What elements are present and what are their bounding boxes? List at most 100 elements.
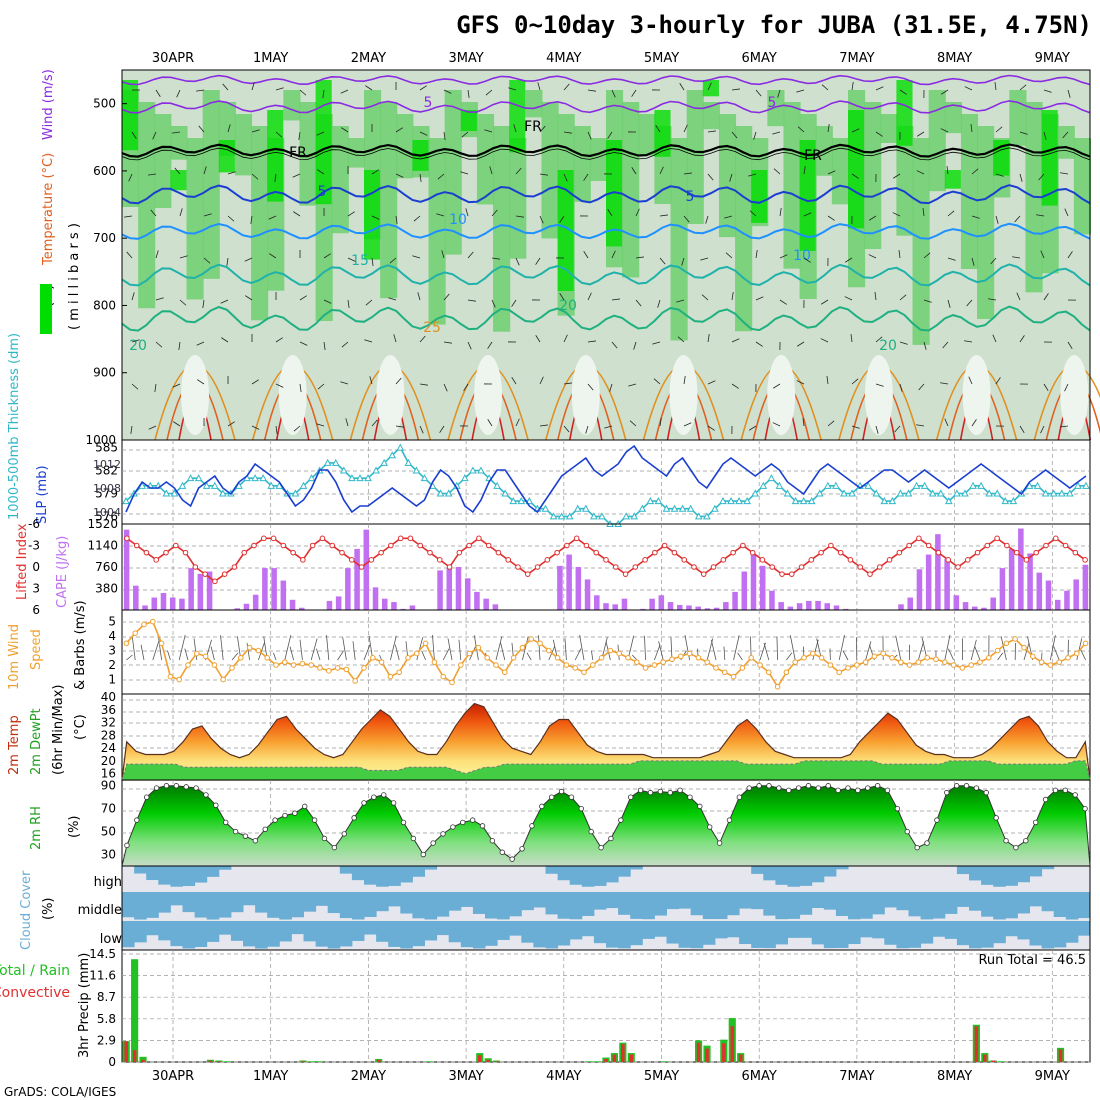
cloud-bar	[787, 921, 801, 938]
lifted-index-line-marker	[886, 557, 893, 563]
lifted-index-line-marker	[622, 571, 629, 577]
wind-barb	[250, 215, 253, 224]
wind-barb-10m	[469, 646, 476, 661]
cape-bar	[741, 571, 748, 610]
wind-barb-10m	[458, 639, 462, 661]
x-tick-label: 30APR	[152, 1069, 194, 1084]
rh-high-band	[896, 80, 913, 146]
lifted-index-line-marker	[143, 549, 150, 556]
wind-barb	[898, 250, 901, 259]
cloud-bar	[751, 892, 764, 910]
wind-speed-line-marker	[422, 640, 429, 647]
precip-conv-bar	[730, 1026, 735, 1062]
cape-bar	[280, 580, 287, 610]
wind-barb	[371, 215, 380, 220]
cloud-bar	[218, 892, 232, 918]
cloud-bar	[122, 892, 135, 918]
cape-bar	[1036, 572, 1043, 610]
wind-barb	[1012, 256, 1021, 259]
y-tick-label: 4	[108, 629, 116, 643]
cape-bar	[658, 595, 665, 610]
rh-marker	[914, 844, 920, 851]
precip-unit-label: 3hr Precip (mm)	[77, 953, 92, 1058]
wind-barb	[797, 126, 805, 133]
cape-bar	[962, 602, 969, 610]
lifted-index-line-marker	[876, 564, 883, 570]
rh-mid-band	[202, 90, 220, 279]
wind-barb	[802, 418, 805, 427]
dry-pocket	[376, 355, 405, 435]
cloud-bar	[206, 921, 220, 942]
rh-marker	[1082, 805, 1088, 812]
wind-barb	[611, 298, 620, 301]
cape-label: CAPE (J/kg)	[55, 536, 70, 608]
thickness-line-marker	[590, 512, 598, 520]
cloud-bar	[230, 921, 244, 941]
cloud-bar	[1041, 921, 1055, 949]
wind-barb	[995, 215, 999, 224]
rh-marker	[726, 817, 733, 823]
precip-conv-bar	[629, 1054, 634, 1062]
dry-pocket	[669, 355, 698, 435]
cloud-bar	[993, 866, 1006, 887]
wind-barb-10m	[733, 635, 740, 661]
rh-mid-band	[718, 114, 737, 238]
wind-barb	[419, 335, 426, 343]
cape-bar	[271, 568, 277, 610]
wind-barb-10m	[670, 637, 673, 661]
wind-barb	[844, 296, 853, 301]
cloud-bar	[243, 921, 256, 947]
wind-barb	[748, 425, 757, 431]
lifted-index-line-marker	[759, 557, 766, 563]
temp-unit-label: (°C)	[73, 714, 88, 740]
lifted-index-line-marker	[505, 557, 512, 563]
cloud-bar	[412, 866, 425, 877]
wind-barb	[631, 89, 637, 97]
cape-bar	[400, 608, 406, 610]
cloud-bar	[545, 892, 559, 915]
wind-speed-line-marker	[871, 653, 878, 660]
wind-speed-line-marker	[334, 665, 341, 671]
wind-barb	[441, 250, 445, 259]
rh-marker	[302, 803, 308, 810]
rh-mid-band	[509, 138, 527, 259]
wind-speed-line-marker	[563, 662, 570, 668]
wind-speed-line-marker	[651, 662, 658, 668]
cape-bar	[723, 602, 729, 610]
wind-barb	[419, 173, 422, 182]
wind-barb-10m	[838, 634, 845, 661]
cloud-bar	[351, 866, 365, 881]
y-tick-label-right: 1520	[87, 517, 118, 531]
thickness-line-marker	[823, 481, 832, 489]
wind-barb	[635, 256, 644, 259]
wind-barb	[1019, 131, 1028, 135]
thickness-line-marker	[630, 512, 639, 520]
y-tick-label: 1000	[85, 433, 116, 447]
lifted-index-line-marker	[994, 535, 1000, 542]
cloud-row-label: middle	[78, 903, 122, 918]
thickness-line-marker	[339, 466, 348, 474]
wind-barb-10m	[326, 634, 330, 661]
wind-barb	[130, 425, 133, 434]
cloud-bar	[376, 892, 389, 912]
rh-mid-band	[880, 114, 898, 143]
wind-barb-10m	[193, 638, 198, 661]
cloud-bar	[424, 921, 438, 941]
y-tick-label: -6	[28, 517, 40, 531]
wind-barb	[198, 125, 205, 133]
wind-barb	[940, 89, 949, 95]
wind-barb	[844, 257, 853, 263]
cape-bar	[575, 567, 582, 610]
rh-area	[121, 785, 1091, 867]
wind-speed-line-marker	[836, 669, 843, 676]
pressure-unit-label: ( m i l l i b a r s )	[67, 223, 82, 330]
wind-barb	[748, 173, 757, 177]
cloud-bar	[557, 921, 571, 946]
cape-bar	[557, 565, 563, 610]
wind-barb	[155, 341, 163, 348]
wind-barb	[731, 383, 739, 389]
cloud-bar	[267, 892, 280, 918]
thickness-line-marker	[525, 497, 534, 505]
wind-barb	[966, 299, 973, 307]
wind-barb	[178, 341, 181, 350]
